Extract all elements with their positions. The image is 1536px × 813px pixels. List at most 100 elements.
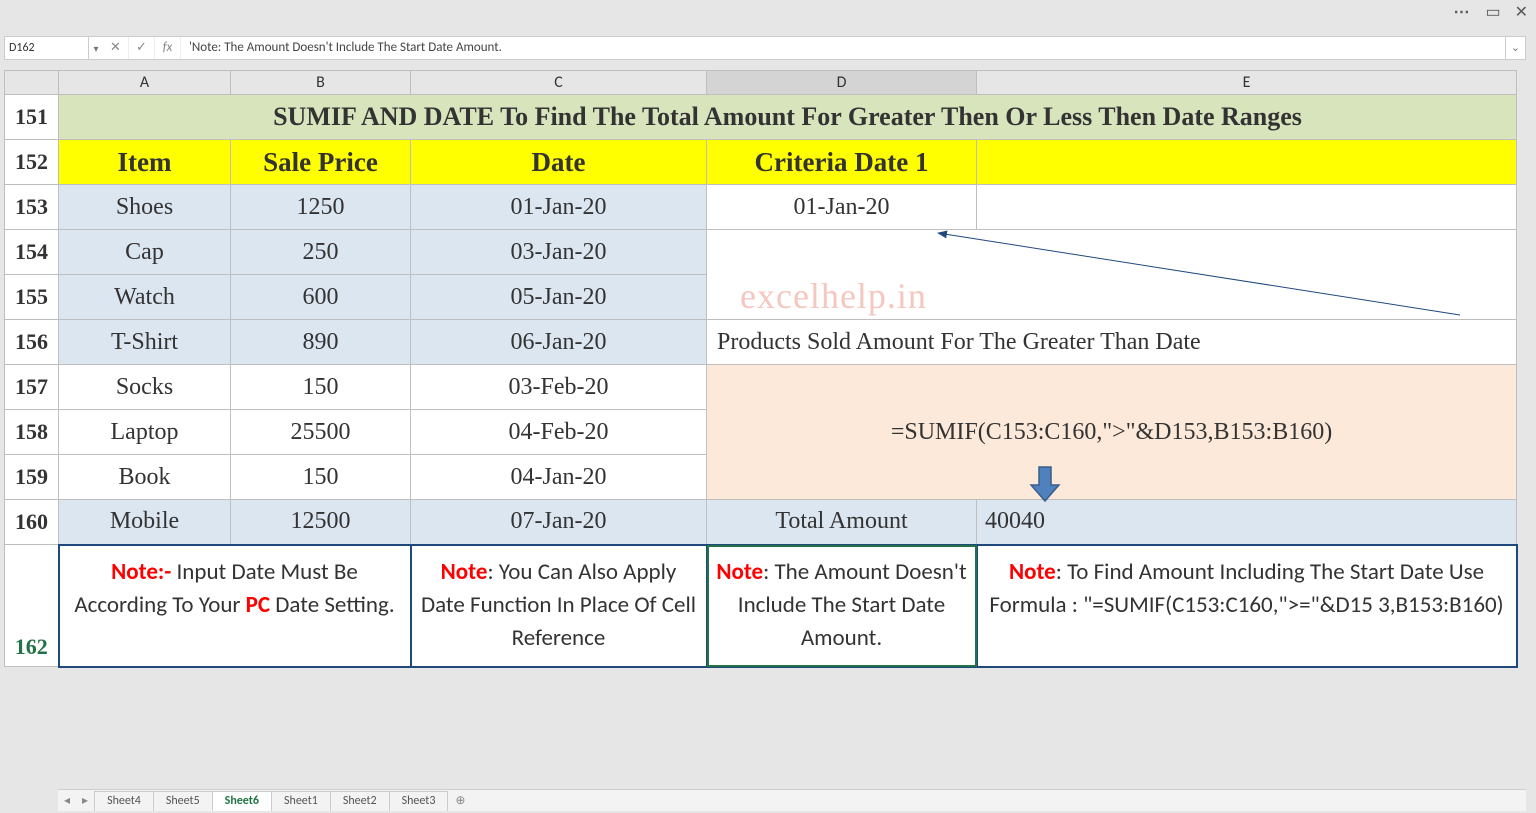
col-header-D[interactable]: D <box>707 71 977 95</box>
formula-cancel-icon[interactable]: ✕ <box>103 37 129 59</box>
cell-value: 150 <box>231 365 410 409</box>
row-header[interactable]: 153 <box>5 185 59 230</box>
cell[interactable]: 150 <box>231 365 411 410</box>
col-header-B[interactable]: B <box>231 71 411 95</box>
select-all-corner[interactable] <box>5 71 59 95</box>
cell[interactable]: T-Shirt <box>59 320 231 365</box>
cell[interactable]: Socks <box>59 365 231 410</box>
note-body: : The Amount Doesn't Include The Start D… <box>738 558 967 653</box>
cell[interactable]: 03-Feb-20 <box>411 365 707 410</box>
restore-window-icon[interactable]: ▭ <box>1485 2 1500 22</box>
row-header[interactable]: 155 <box>5 275 59 320</box>
formula-bar-input[interactable]: 'Note: The Amount Doesn't Include The St… <box>181 37 1505 59</box>
cell[interactable]: 03-Jan-20 <box>411 230 707 275</box>
section-label-cell[interactable]: Products Sold Amount For The Greater Tha… <box>707 320 1517 365</box>
note-box-D-selected[interactable]: Note: The Amount Doesn't Include The Sta… <box>707 545 977 667</box>
col-header-A[interactable]: A <box>59 71 231 95</box>
cell-value: 07-Jan-20 <box>411 500 706 544</box>
header-item[interactable]: Item <box>59 140 231 185</box>
sheet-tab[interactable]: Sheet4 <box>94 791 154 811</box>
formula-bar-expand-icon[interactable]: ⌄ <box>1505 37 1525 59</box>
header-empty-E[interactable] <box>977 140 1517 185</box>
header-date[interactable]: Date <box>411 140 707 185</box>
cell[interactable]: Cap <box>59 230 231 275</box>
col-header-E[interactable]: E <box>977 71 1517 95</box>
cell[interactable]: Shoes <box>59 185 231 230</box>
row-header[interactable]: 152 <box>5 140 59 185</box>
sheet-tab[interactable]: Sheet6 <box>212 791 272 811</box>
cell-value: 25500 <box>231 410 410 454</box>
fx-icon[interactable]: fx <box>155 37 181 59</box>
cell[interactable]: 05-Jan-20 <box>411 275 707 320</box>
cell[interactable]: 600 <box>231 275 411 320</box>
sheet-tab[interactable]: Sheet1 <box>271 791 331 811</box>
cell[interactable]: 890 <box>231 320 411 365</box>
note-box-AB[interactable]: Note:- Input Date Must Be According To Y… <box>59 545 411 667</box>
row-header[interactable]: 157 <box>5 365 59 410</box>
section-label-text: Products Sold Amount For The Greater Tha… <box>707 320 1516 364</box>
note-text-AB: Note:- Input Date Must Be According To Y… <box>60 546 410 633</box>
formula-enter-icon[interactable]: ✓ <box>129 37 155 59</box>
cell-value: 12500 <box>231 500 410 544</box>
sheet-tab[interactable]: Sheet2 <box>330 791 390 811</box>
row-header[interactable]: 158 <box>5 410 59 455</box>
col-header-C[interactable]: C <box>411 71 707 95</box>
ribbon-options-icon[interactable]: ⋯ <box>1453 2 1471 22</box>
close-window-icon[interactable]: ✕ <box>1515 2 1528 22</box>
row-header-active[interactable]: 162 <box>5 545 59 667</box>
note-body: : To Find Amount Including The Start Dat… <box>989 558 1503 619</box>
formula-display-cell[interactable]: =SUMIF(C153:C160,">"&D153,B153:B160) <box>707 365 1517 500</box>
cell-value: Watch <box>59 275 230 319</box>
cell[interactable]: Watch <box>59 275 231 320</box>
cell[interactable]: 01-Jan-20 <box>411 185 707 230</box>
cell[interactable]: 07-Jan-20 <box>411 500 707 545</box>
cell[interactable]: 04-Feb-20 <box>411 410 707 455</box>
row-header[interactable]: 160 <box>5 500 59 545</box>
cell-value: 04-Feb-20 <box>411 410 706 454</box>
cell[interactable]: 06-Jan-20 <box>411 320 707 365</box>
row-header[interactable]: 154 <box>5 230 59 275</box>
note-box-C[interactable]: Note: You Can Also Apply Date Function I… <box>411 545 707 667</box>
cell[interactable]: Mobile <box>59 500 231 545</box>
row-header[interactable]: 156 <box>5 320 59 365</box>
cell-value: T-Shirt <box>59 320 230 364</box>
cell[interactable]: 04-Jan-20 <box>411 455 707 500</box>
name-box-dropdown-icon[interactable]: ▾ <box>89 42 103 55</box>
total-value-text: 40040 <box>977 500 1516 544</box>
cell-value: Laptop <box>59 410 230 454</box>
cell[interactable]: 1250 <box>231 185 411 230</box>
cell[interactable]: Laptop <box>59 410 231 455</box>
name-box[interactable]: D162 <box>5 37 89 59</box>
formula-display-text: =SUMIF(C153:C160,">"&D153,B153:B160) <box>707 365 1516 499</box>
cell[interactable]: 25500 <box>231 410 411 455</box>
row-header[interactable]: 151 <box>5 95 59 140</box>
tab-nav-next-icon[interactable]: ▸ <box>76 793 94 808</box>
total-value-cell[interactable]: 40040 <box>977 500 1517 545</box>
header-criteria-date[interactable]: Criteria Date 1 <box>707 140 977 185</box>
cell[interactable]: Book <box>59 455 231 500</box>
sheet-tab[interactable]: Sheet5 <box>153 791 213 811</box>
title-cell[interactable]: SUMIF AND DATE To Find The Total Amount … <box>59 95 1517 140</box>
sheet-tab[interactable]: Sheet3 <box>389 791 449 811</box>
cell-value: Book <box>59 455 230 499</box>
watermark-area[interactable] <box>707 230 1517 320</box>
note-prefix: Note:- <box>111 558 171 586</box>
add-sheet-icon[interactable]: ⊕ <box>447 791 473 810</box>
note-box-E[interactable]: Note: To Find Amount Including The Start… <box>977 545 1517 667</box>
note-text-D: Note: The Amount Doesn't Include The Sta… <box>708 546 976 666</box>
tab-nav-prev-icon[interactable]: ◂ <box>58 793 76 808</box>
cell[interactable]: 150 <box>231 455 411 500</box>
cell-value: 05-Jan-20 <box>411 275 706 319</box>
note-prefix: Note <box>441 558 488 586</box>
total-label-cell[interactable]: Total Amount <box>707 500 977 545</box>
cell[interactable] <box>977 185 1517 230</box>
cell[interactable]: 250 <box>231 230 411 275</box>
cell-value: 01-Jan-20 <box>411 185 706 229</box>
header-saleprice-label: Sale Price <box>231 140 410 184</box>
header-saleprice[interactable]: Sale Price <box>231 140 411 185</box>
criteria-date-cell[interactable]: 01-Jan-20 <box>707 185 977 230</box>
cell[interactable]: 12500 <box>231 500 411 545</box>
criteria-date-value: 01-Jan-20 <box>707 185 976 229</box>
row-header[interactable]: 159 <box>5 455 59 500</box>
note-pc: PC <box>246 591 270 619</box>
